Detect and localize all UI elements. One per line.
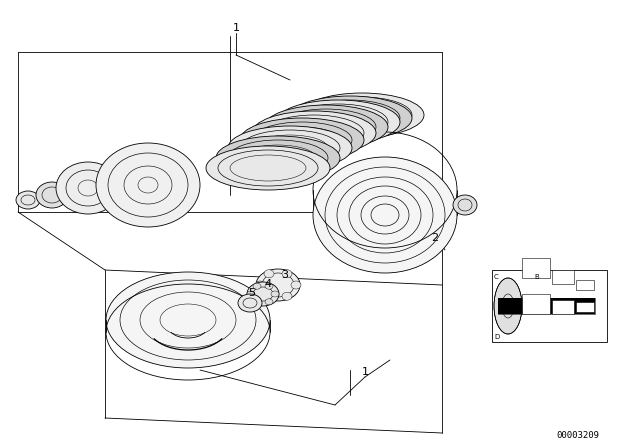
Bar (522, 294, 550, 314)
Ellipse shape (264, 292, 274, 300)
Ellipse shape (36, 182, 68, 208)
Text: B: B (534, 274, 540, 280)
Bar (498, 298, 595, 314)
Text: 1: 1 (362, 367, 369, 377)
Ellipse shape (16, 191, 40, 209)
Ellipse shape (247, 282, 279, 306)
Ellipse shape (252, 111, 376, 155)
Text: 3: 3 (282, 270, 289, 280)
Bar (498, 298, 595, 314)
Ellipse shape (282, 292, 292, 300)
Bar (576, 302, 594, 312)
Ellipse shape (453, 195, 477, 215)
Ellipse shape (256, 269, 300, 301)
Text: D: D (494, 334, 499, 340)
Ellipse shape (313, 157, 457, 273)
Bar (552, 300, 574, 314)
Text: 4: 4 (264, 279, 271, 289)
Ellipse shape (247, 291, 255, 297)
Text: 00003209: 00003209 (557, 431, 600, 439)
Ellipse shape (96, 143, 200, 227)
Bar (552, 270, 574, 284)
Ellipse shape (206, 146, 330, 190)
Bar (576, 280, 594, 290)
Ellipse shape (253, 299, 261, 305)
Bar (522, 258, 550, 278)
Ellipse shape (56, 162, 120, 214)
Ellipse shape (271, 291, 279, 297)
Ellipse shape (216, 136, 340, 180)
Ellipse shape (288, 96, 412, 140)
Ellipse shape (494, 278, 522, 334)
Ellipse shape (238, 294, 262, 312)
Ellipse shape (253, 283, 261, 289)
Text: C: C (494, 274, 499, 280)
Ellipse shape (255, 281, 265, 289)
Bar (492, 270, 607, 342)
Ellipse shape (282, 270, 292, 278)
Ellipse shape (265, 299, 273, 305)
Ellipse shape (265, 283, 273, 289)
Ellipse shape (228, 126, 352, 170)
Ellipse shape (291, 281, 301, 289)
Ellipse shape (106, 272, 270, 368)
Ellipse shape (240, 118, 364, 162)
Ellipse shape (276, 100, 400, 144)
Ellipse shape (264, 270, 274, 278)
Text: 1: 1 (232, 23, 239, 33)
Ellipse shape (264, 105, 388, 149)
Text: 2: 2 (431, 233, 438, 243)
Ellipse shape (300, 93, 424, 137)
Text: 5: 5 (248, 288, 255, 298)
